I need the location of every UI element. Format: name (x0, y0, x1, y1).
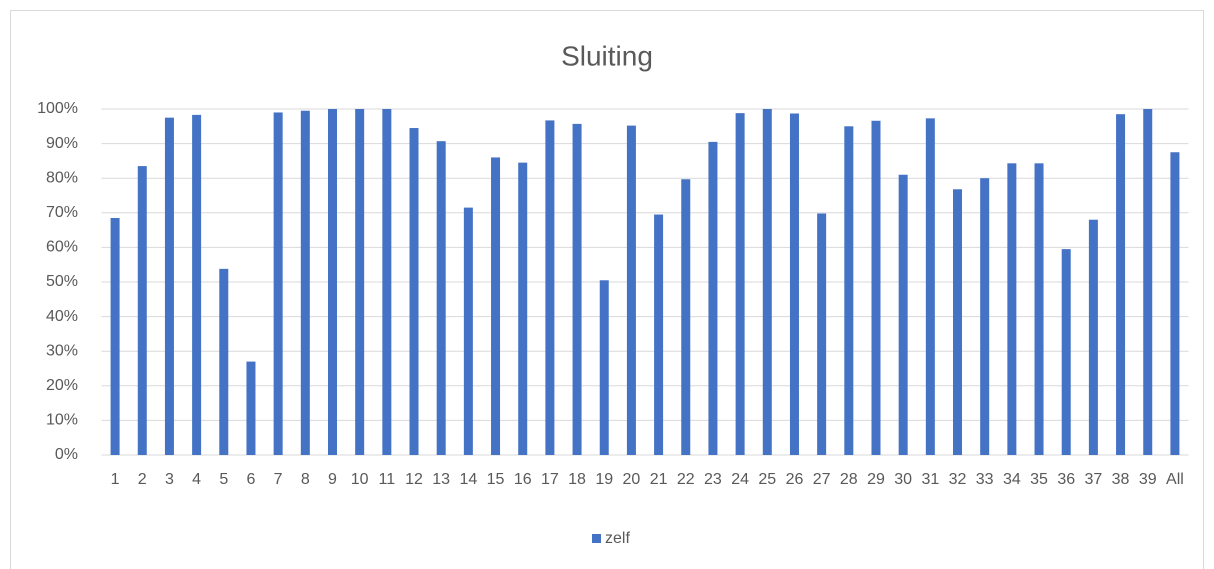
bar (110, 217, 120, 455)
x-tick-label: 36 (1057, 471, 1075, 488)
bar (1007, 163, 1017, 455)
x-tick-label: 1 (111, 471, 120, 488)
bar (898, 174, 908, 456)
y-tick-label: 90% (46, 135, 78, 152)
bar (273, 112, 283, 456)
bar (789, 113, 799, 456)
legend-label: zelf (605, 530, 630, 547)
x-tick-label: 5 (219, 471, 228, 488)
bar (137, 166, 147, 455)
x-tick-label: 29 (867, 471, 885, 488)
legend-swatch (592, 534, 601, 543)
bar (1170, 152, 1180, 455)
x-tick-label: 20 (623, 471, 641, 488)
x-tick-label: 13 (432, 471, 450, 488)
y-tick-label: 60% (46, 239, 78, 256)
bar (599, 280, 609, 455)
bar (219, 268, 229, 455)
x-tick-label: 37 (1084, 471, 1102, 488)
x-tick-label: 15 (487, 471, 505, 488)
x-tick-label: 9 (328, 471, 337, 488)
bar (1143, 109, 1153, 455)
y-tick-label: 50% (46, 273, 78, 290)
bar (735, 113, 745, 455)
y-tick-label: 100% (37, 100, 78, 117)
bar (626, 125, 636, 455)
x-tick-label: 38 (1112, 471, 1130, 488)
y-tick-label: 70% (46, 204, 78, 221)
x-tick-label: 30 (894, 471, 912, 488)
y-tick-label: 20% (46, 377, 78, 394)
x-tick-label: 34 (1003, 471, 1021, 488)
x-tick-label: 12 (405, 471, 423, 488)
x-tick-label: 6 (247, 471, 256, 488)
bar (164, 117, 174, 456)
bar (654, 214, 664, 455)
bar (1061, 249, 1071, 455)
x-tick-label: 21 (650, 471, 668, 488)
x-tick-label: 39 (1139, 471, 1157, 488)
bar (327, 109, 337, 455)
bar (518, 162, 528, 455)
bar (545, 120, 555, 455)
y-tick-label: 0% (55, 446, 78, 463)
bar (436, 141, 446, 456)
bar (925, 118, 935, 455)
bar (844, 126, 854, 456)
bar (463, 207, 473, 455)
x-tick-label: 4 (192, 471, 201, 488)
x-tick-label: 25 (758, 471, 776, 488)
bar (681, 179, 691, 455)
bar (708, 141, 718, 455)
bar (192, 114, 202, 455)
x-tick-label: 19 (595, 471, 613, 488)
bar (871, 120, 881, 455)
x-tick-label: 31 (921, 471, 939, 488)
x-tick-label: 35 (1030, 471, 1048, 488)
x-tick-label: 16 (514, 471, 532, 488)
bar (491, 157, 501, 455)
x-tick-label: 3 (165, 471, 174, 488)
bar (300, 110, 310, 455)
bar (572, 123, 582, 456)
y-tick-label: 80% (46, 169, 78, 186)
bar (1088, 219, 1098, 455)
x-tick-label: 14 (459, 471, 477, 488)
bar (817, 213, 827, 455)
bar (409, 128, 419, 455)
x-tick-label: 7 (274, 471, 283, 488)
x-tick-label: 33 (976, 471, 994, 488)
y-tick-label: 10% (46, 412, 78, 429)
x-tick-label: 18 (568, 471, 586, 488)
bar (953, 189, 963, 455)
x-tick-label: 22 (677, 471, 695, 488)
bar (980, 178, 990, 455)
chart-title: Sluiting (561, 40, 653, 71)
bar (246, 361, 256, 455)
x-tick-label: 24 (731, 471, 749, 488)
x-tick-label: 26 (786, 471, 804, 488)
bar (355, 109, 365, 455)
x-tick-label: 10 (351, 471, 369, 488)
x-tick-label: 32 (949, 471, 967, 488)
x-tick-label: 27 (813, 471, 831, 488)
bar (1034, 163, 1044, 455)
x-tick-label: 17 (541, 471, 559, 488)
x-tick-label: 23 (704, 471, 722, 488)
bar (382, 109, 392, 455)
x-tick-label: 8 (301, 471, 310, 488)
bar (762, 109, 772, 455)
x-tick-label: 11 (379, 471, 396, 488)
y-tick-label: 40% (46, 308, 78, 325)
x-tick-label: 2 (138, 471, 147, 488)
x-tick-label: 28 (840, 471, 858, 488)
x-tick-label: All (1166, 471, 1184, 488)
bar (1116, 114, 1126, 455)
y-tick-label: 30% (46, 342, 78, 359)
